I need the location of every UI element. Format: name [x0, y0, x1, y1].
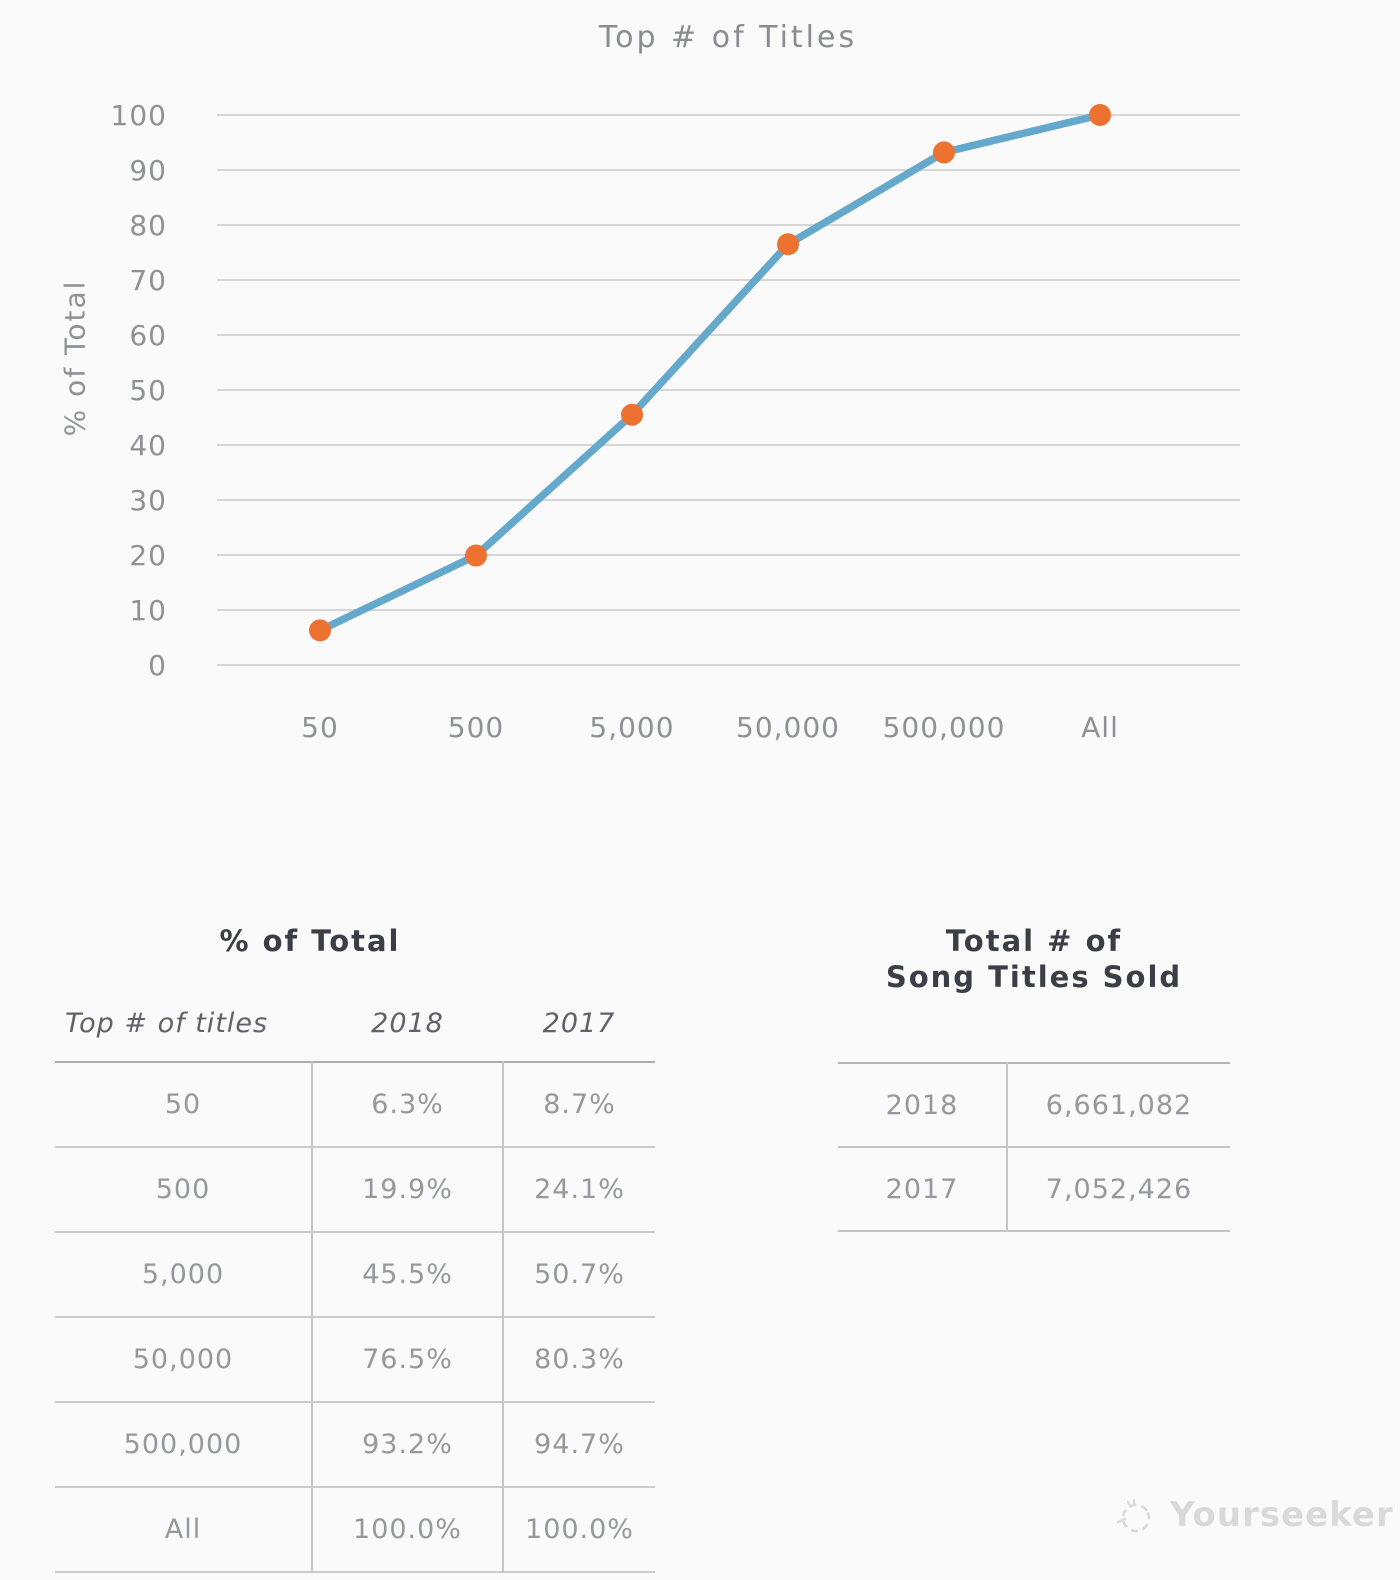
table-row: All 100.0% 100.0%: [55, 1487, 655, 1572]
pct-cell: All: [55, 1487, 313, 1572]
pct-cell: 500: [55, 1147, 313, 1232]
totals-table-title: Total # of Song Titles Sold: [838, 923, 1230, 995]
data-point-marker: [777, 233, 799, 256]
pct-cell: 100.0%: [312, 1487, 504, 1572]
x-tick-label: 500,000: [883, 711, 1006, 744]
table-row: 2018 6,661,082: [838, 1063, 1230, 1147]
pct-col-header: 2018: [371, 1007, 444, 1039]
pct-col-header: Top # of titles: [65, 1007, 269, 1039]
series-line-2018: [316, 111, 1104, 635]
pct-cell: 19.9%: [312, 1147, 504, 1232]
data-point-marker: [933, 141, 955, 164]
watermark-text: Yourseeker: [1170, 1495, 1394, 1535]
line-chart: 0 10 20 30 40 50 60 70 80 90 100 50 500 5,000 50,000 50…: [111, 99, 1240, 744]
y-tick-label: 90: [129, 154, 167, 187]
totals-title-line1: Total # of: [945, 924, 1123, 958]
chart-title: Top # of Titles: [598, 20, 858, 55]
y-tick-label: 10: [129, 594, 167, 627]
x-tick-label: All: [1081, 711, 1119, 744]
yourseeker-logo-icon: [1116, 1498, 1151, 1533]
y-tick-label: 40: [129, 429, 167, 462]
data-point-marker: [309, 619, 331, 642]
y-tick-label: 80: [129, 209, 167, 242]
pct-cell: 500,000: [55, 1402, 313, 1487]
table-row: 2017 7,052,426: [838, 1147, 1230, 1231]
y-tick-label: 30: [129, 484, 167, 517]
y-tick-label: 20: [129, 539, 167, 572]
data-point-marker: [465, 544, 487, 567]
pct-cell: 76.5%: [312, 1317, 504, 1402]
table-row: 50,000 76.5% 80.3%: [55, 1317, 655, 1402]
pct-cell: 5,000: [55, 1232, 313, 1317]
y-tick-label: 70: [129, 264, 167, 297]
totals-cell: 6,661,082: [1045, 1089, 1193, 1121]
totals-cell: 2017: [838, 1147, 1008, 1231]
pct-cell: 94.7%: [534, 1429, 625, 1460]
pct-cell: 100.0%: [525, 1514, 634, 1545]
totals-cell: 7,052,426: [1045, 1173, 1193, 1205]
pct-table: Top # of titles 2018 2017 50 6.3% 8.7% 5…: [55, 985, 655, 1573]
totals-title-line2: Song Titles Sold: [885, 960, 1183, 994]
table-row: 500 19.9% 24.1%: [55, 1147, 655, 1232]
table-row: 5,000 45.5% 50.7%: [55, 1232, 655, 1317]
totals-cell: 2018: [838, 1063, 1008, 1147]
pct-cell: 80.3%: [534, 1344, 625, 1375]
pct-col-header: 2017: [542, 1007, 616, 1039]
pct-cell: 50.7%: [534, 1259, 625, 1290]
y-tick-label: 50: [129, 374, 167, 407]
pct-cell: 6.3%: [312, 1062, 504, 1147]
y-tick-label: 100: [111, 99, 167, 132]
y-tick-label: 0: [148, 649, 167, 682]
data-point-marker: [621, 403, 643, 426]
pct-header-row: Top # of titles 2018 2017: [55, 985, 655, 1062]
totals-table: 2018 6,661,082 2017 7,052,426: [838, 1062, 1230, 1232]
pct-cell: 45.5%: [312, 1232, 504, 1317]
pct-cell: 50,000: [55, 1317, 313, 1402]
pct-cell: 50: [55, 1062, 313, 1147]
pct-cell: 24.1%: [534, 1174, 625, 1205]
x-tick-label: 5,000: [589, 711, 674, 744]
table-row: 50 6.3% 8.7%: [55, 1062, 655, 1147]
data-point-marker: [1089, 104, 1111, 126]
x-tick-label: 50: [301, 711, 339, 744]
watermark: Yourseeker: [1112, 1492, 1394, 1538]
y-tick-label: 60: [129, 319, 167, 352]
pct-cell: 93.2%: [312, 1402, 504, 1487]
table-row: 500,000 93.2% 94.7%: [55, 1402, 655, 1487]
x-tick-label: 50,000: [736, 711, 840, 744]
pct-cell: 8.7%: [543, 1089, 616, 1120]
x-tick-label: 500: [448, 711, 504, 744]
pct-table-title: % of Total: [219, 924, 401, 958]
